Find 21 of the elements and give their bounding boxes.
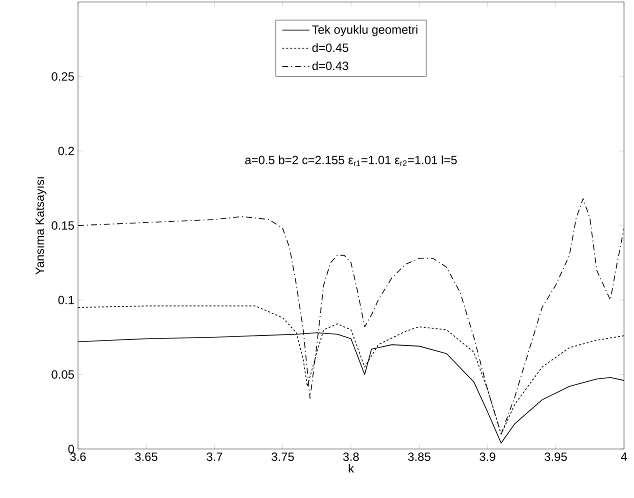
y-tick-label: 0.1 <box>58 296 74 304</box>
legend-label: d=0.45 <box>312 43 348 52</box>
x-tick-label: 3.65 <box>135 452 158 461</box>
y-tick-label: 0.15 <box>52 221 74 230</box>
legend-label: Tek oyuklu geometri <box>312 25 418 36</box>
x-tick-label: 3.9 <box>480 452 496 461</box>
legend-label: d=0.43 <box>312 61 348 70</box>
annotation: a=0.5 b=2 c=2.155 ε$_{r1}$=1.01 ε$_{r2}$=1.01 l=5 <box>245 155 457 166</box>
y-tick-label: 0.2 <box>58 146 74 156</box>
x-tick-label: 3.6 <box>70 452 86 461</box>
y-tick-label: 0 <box>68 444 74 454</box>
x-tick-label: 3.95 <box>544 452 567 461</box>
x-tick-label: 4 <box>620 452 627 461</box>
y-axis-title: Yansıma Katsayısı <box>36 177 46 275</box>
y-tick-label: 0.25 <box>52 72 74 81</box>
x-tick-label: 3.75 <box>272 452 294 461</box>
y-tick-label: 0.05 <box>52 370 74 379</box>
x-tick-label: 3.85 <box>408 452 430 461</box>
x-tick-label: 3.8 <box>343 452 359 461</box>
x-axis-title: k <box>348 464 354 472</box>
x-tick-label: 3.7 <box>206 452 222 461</box>
